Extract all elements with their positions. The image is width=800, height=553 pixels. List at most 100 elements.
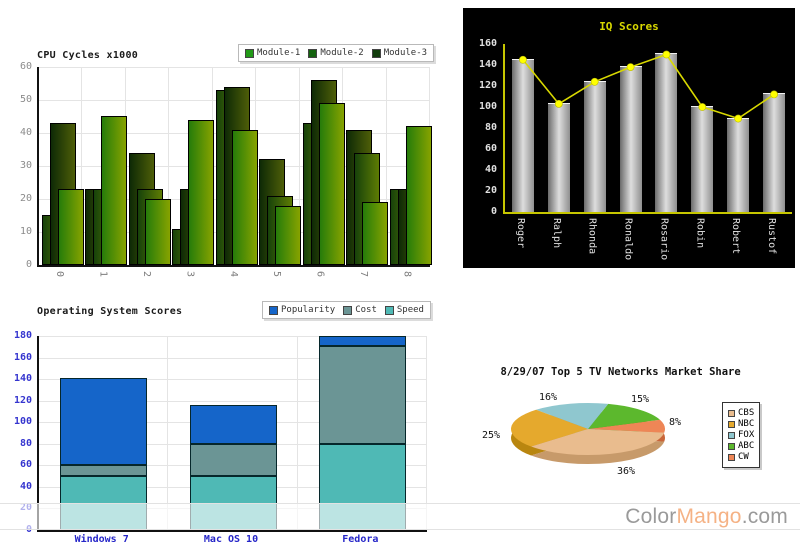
x-tick-label: Rosario xyxy=(658,218,670,261)
legend-swatch xyxy=(728,409,735,417)
cpu-bar xyxy=(275,206,302,265)
os-segment xyxy=(189,444,277,477)
pie-graphic xyxy=(511,403,665,464)
gridline xyxy=(39,400,427,402)
y-tick-label: 50 xyxy=(19,94,32,105)
x-tick-label: 7 xyxy=(358,271,370,278)
legend-swatch xyxy=(308,48,318,58)
gridline xyxy=(299,67,300,265)
cpu-bar xyxy=(58,189,84,265)
pie-slice xyxy=(511,409,588,447)
x-tick-label: Fedora xyxy=(342,534,379,545)
y-tick-label: 0 xyxy=(25,259,32,270)
cpu-chart-title: CPU Cycles x1000 xyxy=(37,50,139,61)
os-segment xyxy=(318,345,406,444)
legend-label: Module-1 xyxy=(257,48,301,58)
iq-line xyxy=(522,53,775,120)
y-tick-label: 0 xyxy=(490,206,497,217)
y-tick-label: 80 xyxy=(484,122,497,133)
legend-swatch xyxy=(728,442,735,450)
legend-swatch xyxy=(245,48,254,58)
watermark-part-dotcom: .com xyxy=(741,505,788,528)
pie-percent-label: 16% xyxy=(539,392,558,403)
watermark-part-mango: Mango xyxy=(676,505,742,528)
cpu-bar xyxy=(144,199,171,265)
pie-slice xyxy=(531,429,665,455)
legend-label: Cost xyxy=(355,305,377,315)
iq-scores-chart: IQ Scores Roger Ralph Rhonda Ronaldo Rosario… xyxy=(463,8,795,268)
x-tick-label: 0 xyxy=(54,271,65,278)
y-tick-label: 160 xyxy=(478,38,497,49)
x-tick-label: Rhonda xyxy=(586,218,598,255)
legend-item: FOX xyxy=(728,430,754,440)
x-tick-label: 4 xyxy=(227,271,239,278)
gridline xyxy=(81,67,82,265)
x-tick-label: Robert xyxy=(730,218,742,255)
cpu-bar xyxy=(101,116,128,265)
legend-item: Module-1 xyxy=(245,48,300,58)
legend-item: CW xyxy=(728,452,754,462)
legend-label: Speed xyxy=(396,305,424,315)
os-chart-title: Operating System Scores xyxy=(37,306,183,317)
pie-slice xyxy=(588,419,665,433)
y-tick-label: 60 xyxy=(19,61,32,72)
gridline xyxy=(39,336,427,337)
legend-swatch xyxy=(371,48,381,58)
cpu-plot-area xyxy=(37,67,432,267)
x-tick-label: 5 xyxy=(271,271,283,278)
cpu-bar xyxy=(318,103,345,265)
pie-slice xyxy=(588,403,660,429)
x-tick-label: Ralph xyxy=(550,218,562,249)
x-tick-label: Rustof xyxy=(766,218,778,255)
pie-percent-label: 36% xyxy=(617,466,636,477)
legend-label: CBS xyxy=(738,408,755,418)
legend-item: ABC xyxy=(728,441,754,451)
iq-plot-area xyxy=(503,44,792,214)
x-tick-label: Ronaldo xyxy=(622,218,634,261)
x-tick-label: 8 xyxy=(401,271,413,278)
gridline xyxy=(167,336,168,530)
gridline xyxy=(39,357,427,359)
pie-percent-label: 8% xyxy=(669,417,682,428)
iq-marker xyxy=(554,99,563,108)
pie-percent-label: 15% xyxy=(631,394,650,405)
gridline xyxy=(297,336,298,530)
y-tick-label: 60 xyxy=(484,143,497,154)
y-tick-label: 60 xyxy=(19,459,32,471)
iq-marker xyxy=(662,50,671,59)
pie-legend: CBS NBC FOX ABC CW xyxy=(722,402,761,468)
x-tick-label: Windows 7 xyxy=(74,534,129,545)
cpu-bar xyxy=(362,202,389,265)
x-tick-label: Roger xyxy=(514,218,526,249)
y-tick-label: 40 xyxy=(19,127,32,138)
legend-swatch xyxy=(728,420,735,428)
legend-swatch xyxy=(269,305,278,315)
y-tick-label: 30 xyxy=(19,160,32,171)
y-tick-label: 160 xyxy=(13,351,32,363)
y-tick-label: 100 xyxy=(13,416,32,428)
x-tick-label: 3 xyxy=(184,271,196,278)
legend-label: ABC xyxy=(738,441,755,451)
y-tick-label: 20 xyxy=(484,185,497,196)
os-segment xyxy=(60,465,148,477)
gridline xyxy=(39,379,427,381)
gridline xyxy=(39,67,430,68)
cpu-bar xyxy=(188,120,215,265)
y-tick-label: 10 xyxy=(19,226,32,237)
cpu-bar xyxy=(405,126,432,265)
y-tick-label: 100 xyxy=(478,101,497,112)
watermark-band: ColorMango.com xyxy=(0,503,800,530)
legend-swatch xyxy=(728,453,735,461)
legend-item: Module-3 xyxy=(371,48,427,58)
x-tick-label: Robin xyxy=(694,218,706,249)
y-tick-label: 40 xyxy=(19,480,32,492)
legend-label: Popularity xyxy=(281,305,336,315)
os-chart-legend: Popularity Cost Speed xyxy=(262,301,431,319)
legend-swatch xyxy=(728,431,735,439)
legend-item: Module-2 xyxy=(308,48,364,58)
legend-item: Cost xyxy=(343,305,377,315)
gridline xyxy=(168,67,169,265)
os-segment xyxy=(318,335,406,346)
x-tick-label: 6 xyxy=(314,271,326,278)
